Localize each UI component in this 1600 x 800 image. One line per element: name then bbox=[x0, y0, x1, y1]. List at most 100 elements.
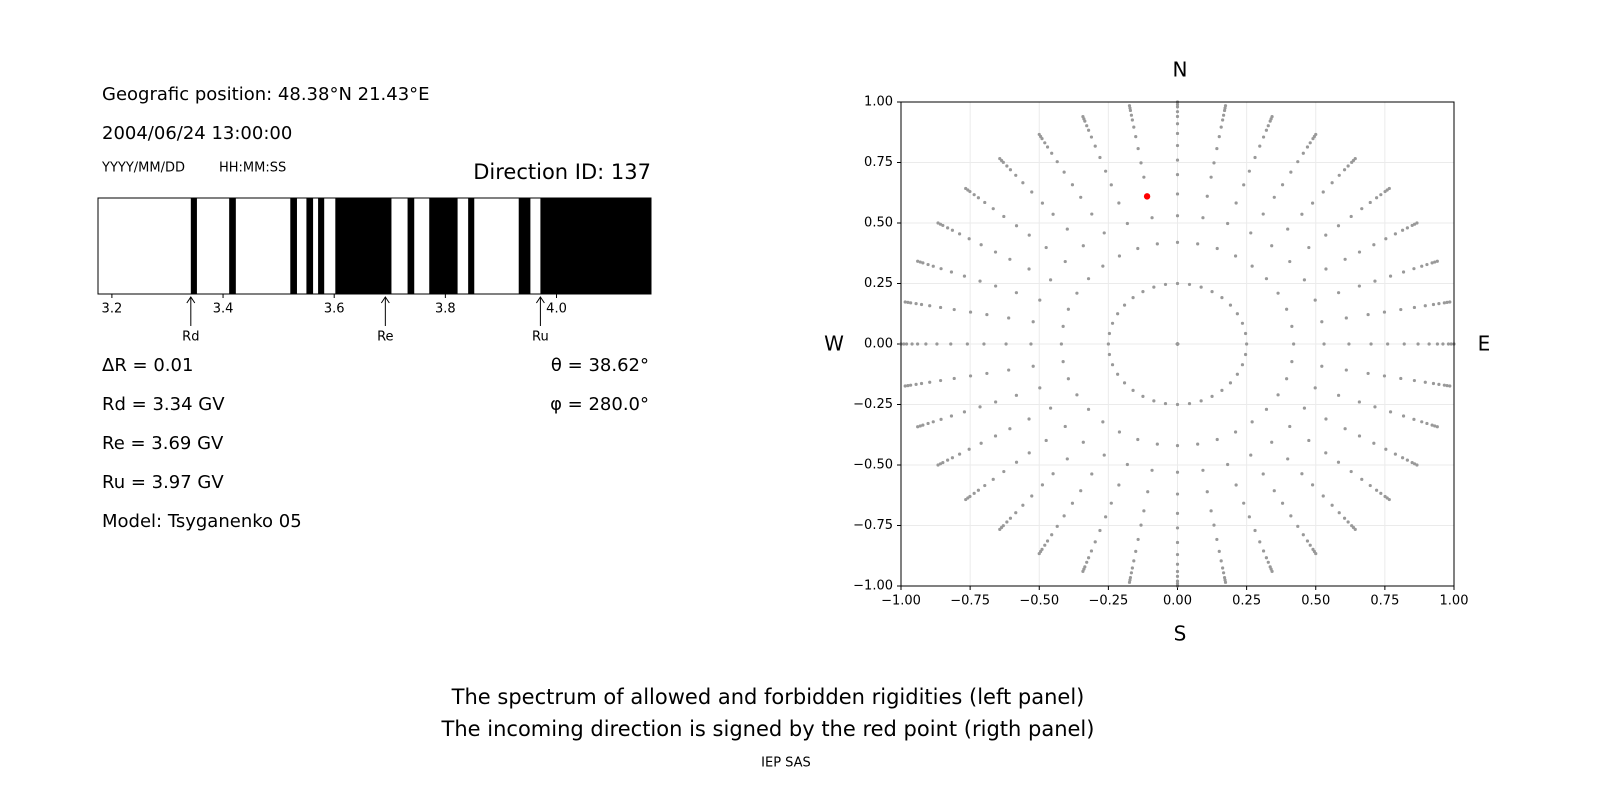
direction-point bbox=[1235, 372, 1239, 376]
direction-point bbox=[1134, 549, 1138, 553]
param: Re = 3.69 GV bbox=[102, 433, 224, 454]
direction-point bbox=[1243, 352, 1248, 357]
direction-point bbox=[1021, 181, 1025, 185]
direction-point bbox=[1210, 290, 1214, 294]
direction-point bbox=[1132, 125, 1136, 129]
direction-point bbox=[1031, 364, 1035, 368]
direction-point bbox=[1247, 169, 1251, 173]
direction-point bbox=[1387, 497, 1391, 502]
direction-point bbox=[1357, 400, 1361, 404]
direction-point bbox=[1199, 399, 1203, 403]
arrow-head bbox=[380, 296, 390, 304]
direction-point bbox=[1264, 128, 1268, 132]
direction-point bbox=[1152, 285, 1156, 289]
direction-point bbox=[1175, 526, 1180, 530]
direction-point bbox=[1285, 307, 1289, 311]
direction-point bbox=[957, 232, 962, 236]
compass: S bbox=[1174, 622, 1187, 646]
direction-point bbox=[1014, 511, 1018, 515]
direction-point bbox=[939, 417, 943, 421]
direction-point bbox=[1175, 105, 1180, 109]
direction-point bbox=[1305, 145, 1310, 149]
direction-point bbox=[1253, 155, 1257, 160]
direction-point bbox=[1043, 141, 1047, 145]
direction-point bbox=[1217, 135, 1221, 139]
direction-point bbox=[938, 378, 943, 383]
direction-point bbox=[1220, 388, 1224, 392]
direction-point bbox=[1412, 305, 1417, 310]
direction-point bbox=[918, 260, 922, 264]
direction-point bbox=[916, 425, 920, 429]
direction-point bbox=[1090, 212, 1094, 216]
direction-point bbox=[1117, 201, 1121, 205]
direction-point bbox=[1030, 190, 1034, 194]
direction-point bbox=[916, 259, 920, 263]
direction-point bbox=[1250, 420, 1254, 424]
direction-point bbox=[985, 312, 989, 317]
direction-point bbox=[1050, 533, 1054, 537]
direction-point bbox=[1002, 214, 1006, 219]
direction-point bbox=[1372, 441, 1376, 445]
direction-point bbox=[1175, 552, 1180, 557]
direction-point bbox=[1131, 296, 1135, 300]
direction-point bbox=[906, 384, 910, 388]
direction-point bbox=[1382, 310, 1387, 314]
direction-point bbox=[1116, 372, 1120, 376]
direction-point bbox=[1228, 381, 1233, 385]
direction-point bbox=[965, 342, 969, 346]
direction-point bbox=[1264, 277, 1269, 281]
direction-point bbox=[1346, 520, 1350, 524]
direction-point bbox=[1233, 254, 1238, 258]
direction-point bbox=[1264, 556, 1268, 560]
direction-point bbox=[1423, 304, 1427, 308]
direction-point bbox=[1368, 200, 1372, 205]
direction-point bbox=[1201, 216, 1205, 220]
direction-point bbox=[1336, 224, 1341, 228]
direction-point bbox=[1063, 424, 1067, 429]
direction-point bbox=[1037, 132, 1041, 137]
direction-point bbox=[1215, 146, 1219, 151]
direction-point bbox=[1270, 114, 1274, 119]
direction-point bbox=[1205, 490, 1209, 494]
direction-point bbox=[1175, 581, 1180, 586]
x-tick-label: 0.00 bbox=[1163, 594, 1192, 609]
direction-point bbox=[1163, 282, 1168, 287]
direction-point bbox=[1043, 543, 1047, 547]
direction-point bbox=[1037, 551, 1041, 556]
direction-point bbox=[1384, 237, 1388, 241]
direction-point bbox=[1014, 224, 1019, 228]
direction-point bbox=[1324, 267, 1328, 271]
direction-point bbox=[952, 307, 956, 312]
direction-point bbox=[1382, 374, 1387, 378]
direction-point bbox=[1008, 168, 1013, 172]
direction-point bbox=[1280, 501, 1285, 505]
direction-point bbox=[1081, 114, 1085, 119]
direction-point bbox=[1415, 463, 1419, 467]
direction-point bbox=[1247, 515, 1251, 519]
direction-point bbox=[903, 384, 907, 388]
direction-point bbox=[1270, 569, 1274, 574]
direction-point bbox=[1412, 222, 1417, 226]
direction-point bbox=[1288, 259, 1292, 264]
direction-point bbox=[1270, 440, 1274, 444]
direction-point bbox=[1005, 520, 1009, 524]
direction-point bbox=[1253, 528, 1257, 533]
direction-point bbox=[1221, 571, 1226, 575]
direction-point bbox=[1288, 424, 1292, 429]
direction-point bbox=[1249, 453, 1253, 457]
direction-point bbox=[1430, 261, 1434, 265]
direction-point bbox=[1360, 207, 1364, 211]
direction-point bbox=[938, 462, 943, 466]
direction-point bbox=[1117, 254, 1122, 258]
direction-point bbox=[1435, 425, 1439, 429]
marker-label: Rd bbox=[182, 330, 199, 345]
direction-point bbox=[1136, 537, 1140, 542]
direction-point bbox=[1128, 578, 1132, 582]
direction-point bbox=[919, 302, 924, 307]
direction-point bbox=[1400, 228, 1405, 232]
direction-point bbox=[1044, 245, 1048, 250]
direction-point bbox=[1393, 452, 1398, 456]
direction-point bbox=[1368, 483, 1372, 488]
direction-point bbox=[1221, 566, 1225, 570]
direction-point bbox=[1132, 559, 1136, 563]
